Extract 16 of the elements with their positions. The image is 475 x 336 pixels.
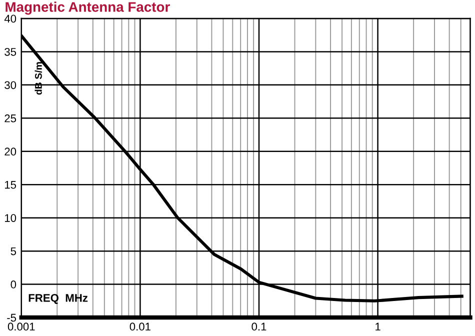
y-tick-label: -5: [7, 314, 16, 322]
y-tick-label: 35: [4, 48, 16, 56]
x-axis-title: FREQ MHz: [28, 294, 88, 304]
y-tick-label: 25: [4, 114, 16, 122]
y-tick-label: 15: [5, 180, 16, 189]
y-tick-label: 0: [10, 280, 16, 288]
y-tick-label: 40: [4, 14, 16, 23]
x-tick-label: 0.1: [252, 322, 266, 331]
chart-title: Magnetic Antenna Factor: [6, 2, 170, 15]
y-tick-label: 20: [4, 148, 16, 156]
x-tick-label: 0.01: [130, 322, 150, 331]
y-tick-label: 10: [5, 214, 16, 222]
y-tick-label: 30: [4, 81, 16, 90]
y-tick-label: 5: [10, 247, 16, 256]
x-tick-label: 1: [376, 322, 380, 330]
x-tick-label: 0.001: [8, 322, 35, 331]
